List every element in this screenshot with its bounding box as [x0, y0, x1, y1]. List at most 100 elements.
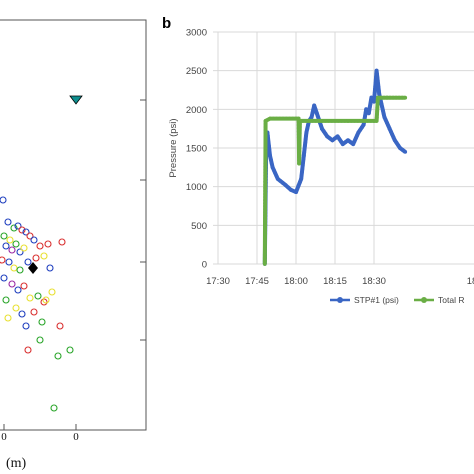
scatter-point: [20, 282, 28, 290]
series-point-1: [372, 90, 377, 95]
series-point-1: [380, 105, 385, 109]
series-point-2: [284, 116, 289, 121]
series-point-2: [297, 143, 302, 148]
x-tick-label: 17:45: [245, 276, 269, 287]
series-point-2: [375, 102, 380, 107]
series-point-1: [367, 105, 372, 109]
scatter-point: [40, 298, 48, 306]
series-point-2: [391, 95, 395, 100]
series-point-2: [263, 243, 267, 248]
series-point-1: [306, 122, 310, 127]
series-point-2: [263, 198, 267, 203]
scatter-point: [40, 252, 48, 260]
scatter-point: [44, 240, 52, 248]
diamond-marker: [28, 262, 38, 274]
series-point-1: [294, 190, 298, 195]
series-point-1: [400, 148, 405, 152]
scatter-point: [4, 314, 12, 322]
scatter-point: [36, 242, 44, 250]
series-point-1: [303, 137, 308, 142]
series-point-2: [310, 119, 315, 123]
series-point-2: [263, 131, 268, 136]
series-point-1: [283, 183, 288, 188]
series-point-2: [263, 225, 267, 230]
series-point-2: [298, 119, 302, 123]
scatter-point: [38, 318, 46, 326]
series-point-1: [278, 179, 283, 183]
scatter-point: [0, 256, 6, 264]
panel-a-ticks: [3, 99, 146, 430]
series-point-1: [383, 118, 388, 122]
series-point-1: [372, 99, 376, 104]
series-point-2: [263, 240, 267, 245]
series-point-1: [268, 153, 272, 158]
series-point-2: [263, 207, 267, 212]
scatter-point: [32, 254, 40, 262]
series-point-2: [262, 256, 267, 260]
panel-a-frame: [0, 19, 147, 431]
y-tick-label: 1000: [186, 182, 207, 193]
series-point-1: [310, 111, 315, 116]
series-point-2: [263, 237, 267, 242]
series-point-2: [297, 134, 302, 139]
series-point-1: [269, 157, 273, 162]
series-point-1: [364, 107, 369, 112]
scatter-point: [24, 258, 32, 266]
series-point-1: [295, 186, 300, 191]
series-point-1: [361, 122, 366, 127]
scatter-point: [54, 352, 62, 360]
series-point-1: [376, 85, 381, 90]
scatter-point: [56, 322, 64, 330]
series-point-2: [301, 119, 305, 123]
series-point-1: [298, 180, 302, 185]
series-point-2: [263, 170, 268, 175]
series-point-2: [263, 155, 268, 160]
series-point-2: [323, 119, 328, 123]
series-point-2: [263, 201, 267, 206]
series-point-2: [375, 109, 380, 113]
scatter-point: [18, 226, 26, 234]
scatter-point: [2, 296, 10, 304]
series-point-2: [263, 213, 267, 218]
series-point-1: [352, 139, 357, 144]
series-point-1: [363, 110, 368, 115]
series-point-1: [296, 183, 301, 188]
series-point-2: [271, 116, 276, 121]
series-point-1: [304, 130, 309, 135]
panel-a: 0 0 (m): [0, 19, 147, 471]
series-point-1: [377, 92, 382, 96]
series-point-1: [314, 111, 319, 116]
y-tick-label: 0: [202, 260, 207, 271]
panel-b-series: [262, 68, 408, 266]
series-point-2: [359, 119, 363, 123]
series-point-2: [263, 234, 267, 239]
scatter-point: [48, 288, 56, 296]
series-point-2: [376, 95, 380, 100]
series-point-1: [303, 140, 308, 145]
series-point-2: [362, 119, 367, 123]
series-point-2: [294, 116, 298, 121]
scatter-point: [46, 264, 54, 272]
series-point-1: [286, 185, 291, 190]
series-point-2: [277, 116, 282, 121]
scatter-point: [8, 246, 16, 254]
series-point-1: [330, 138, 335, 143]
series-point-2: [263, 249, 267, 254]
series-point-1: [315, 114, 320, 119]
series-point-1: [355, 133, 359, 138]
scatter-point: [22, 228, 30, 236]
series-point-2: [403, 95, 408, 100]
series-point-2: [320, 119, 324, 123]
series-point-2: [262, 259, 267, 263]
scatter-point: [36, 336, 44, 344]
series-point-2: [352, 119, 357, 123]
series-point-2: [326, 119, 331, 123]
scatter-point: [30, 308, 38, 316]
series-point-2: [336, 119, 341, 123]
series-point-1: [391, 135, 396, 140]
series-point-2: [263, 183, 268, 187]
series-point-2: [263, 143, 268, 148]
series-point-2: [379, 95, 383, 100]
series-point-1: [266, 140, 271, 145]
